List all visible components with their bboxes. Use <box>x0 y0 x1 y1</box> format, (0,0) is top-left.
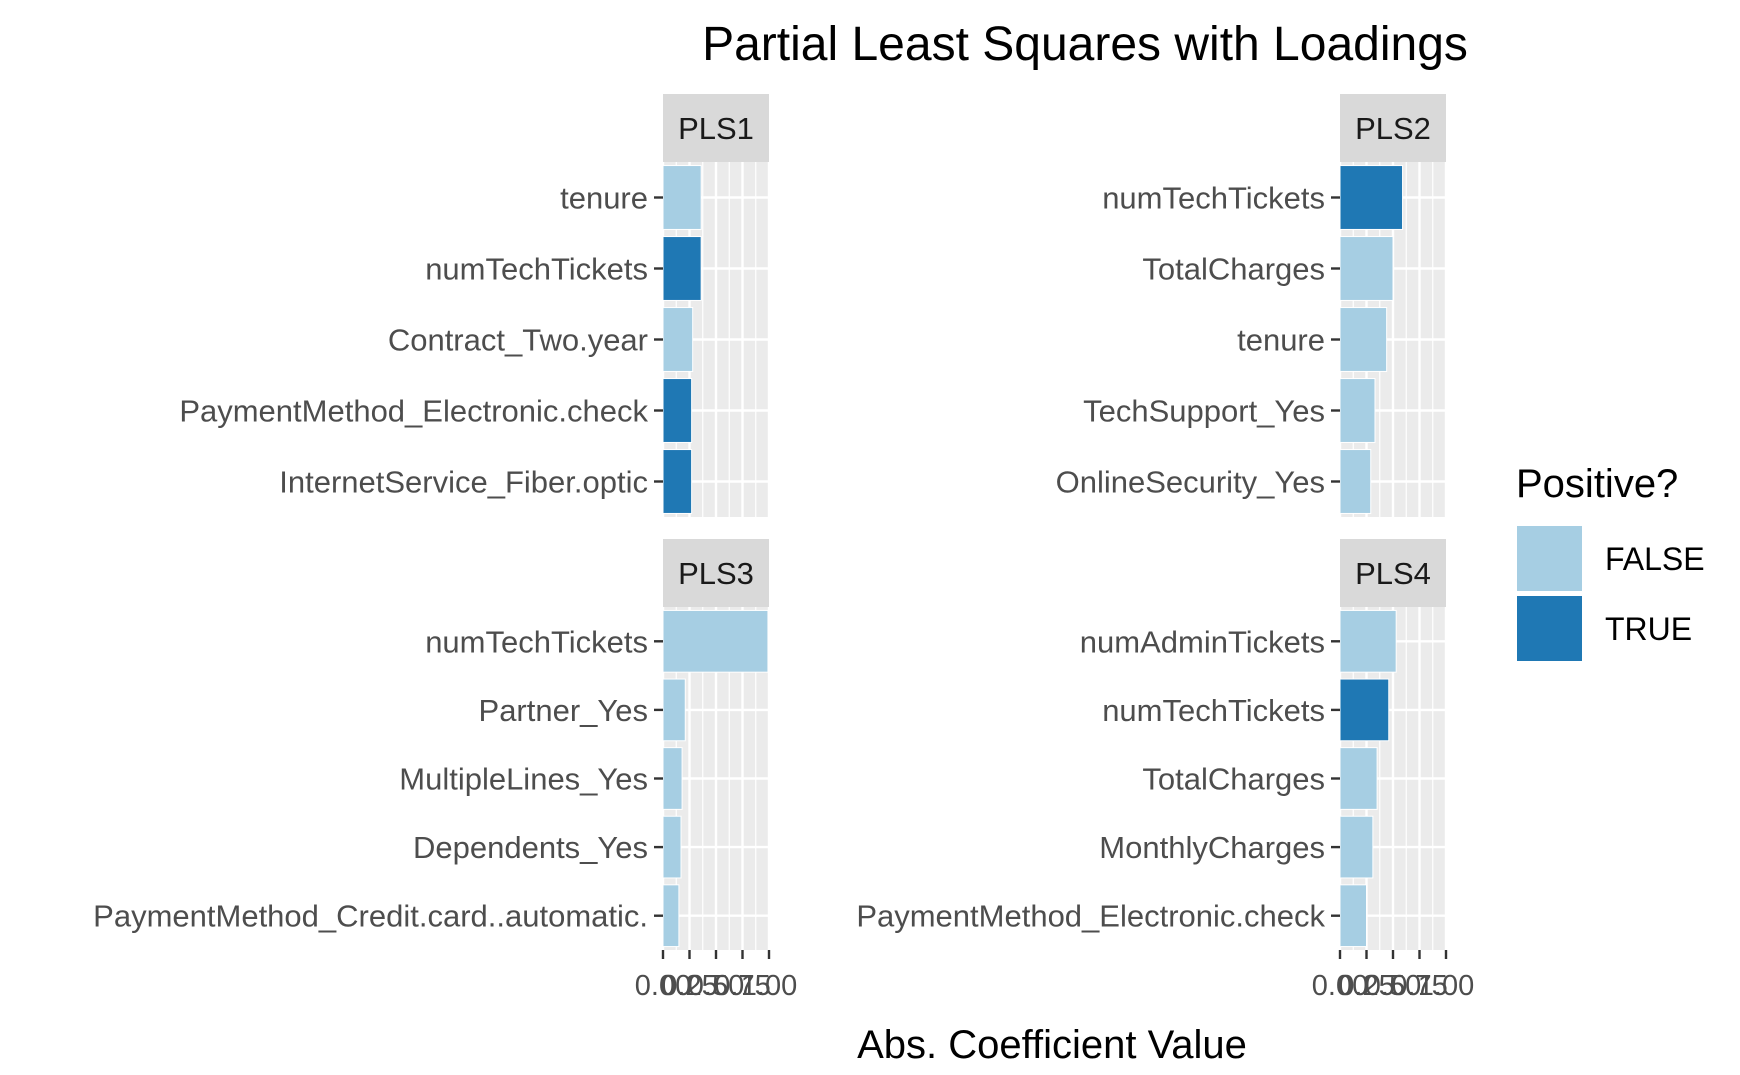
legend-label-false: FALSE <box>1605 541 1705 577</box>
bar-numTechTickets <box>1339 678 1390 742</box>
y-tick-label: numAdminTickets <box>1080 624 1325 659</box>
y-tick-label: numTechTickets <box>1102 693 1325 728</box>
x-tick-label: 0.00 <box>1312 970 1368 1002</box>
bar-tenure <box>662 165 702 230</box>
y-tick-label: Partner_Yes <box>479 693 648 728</box>
bar-PaymentMethod_Electronic.check <box>662 378 693 443</box>
bar-TotalCharges <box>1339 747 1378 810</box>
facet-strip-label: PLS1 <box>678 111 754 146</box>
y-tick-label: OnlineSecurity_Yes <box>1056 465 1325 500</box>
facet-pls3: PLS3 numTechTickets Partner_Yes MultipleLin… <box>93 539 797 1002</box>
y-tick-label: TechSupport_Yes <box>1083 394 1325 429</box>
facet-pls1: PLS1 tenure numTechTickets Contract_Two.yea… <box>179 94 771 517</box>
legend-key-false <box>1515 524 1584 593</box>
x-tick-label: 0.50 <box>1365 970 1421 1002</box>
y-tick-label: PaymentMethod_Electronic.check <box>179 394 648 429</box>
facet-strip <box>1340 94 1446 162</box>
y-tick-label: tenure <box>1237 323 1325 358</box>
facet-strip-label: PLS3 <box>678 556 754 591</box>
bar-Contract_Two.year <box>662 307 694 372</box>
y-tick-label: PaymentMethod_Electronic.check <box>856 899 1325 934</box>
bar-TotalCharges <box>1339 236 1394 301</box>
facet-strip <box>1340 539 1446 607</box>
y-tick-label: PaymentMethod_Credit.card..automatic. <box>93 899 648 934</box>
y-tick-label: InternetService_Fiber.optic <box>279 465 648 500</box>
chart-title: Partial Least Squares with Loadings <box>702 18 1468 71</box>
x-tick-label: 0.00 <box>635 970 691 1002</box>
facet-strip <box>663 539 769 607</box>
bar-numTechTickets <box>662 609 769 673</box>
bar-OnlineSecurity_Yes <box>1339 449 1372 514</box>
facet-strip <box>663 94 769 162</box>
bar-numTechTickets <box>1339 165 1404 230</box>
x-tick-label: 0.75 <box>714 970 770 1002</box>
legend-label-true: TRUE <box>1605 611 1692 647</box>
bar-PaymentMethod_Electronic.check <box>1339 884 1367 948</box>
bar-MultipleLines_Yes <box>662 747 683 810</box>
facet-pls4: PLS4 numAdminTickets numTechTickets TotalCh… <box>856 539 1474 1002</box>
bar-numAdminTickets <box>1339 609 1397 673</box>
x-tick-label: 1.00 <box>1418 970 1474 1002</box>
y-tick-label: numTechTickets <box>425 624 648 659</box>
y-tick-label: numTechTickets <box>425 252 648 287</box>
bar-MonthlyCharges <box>1339 815 1374 879</box>
y-tick-label: TotalCharges <box>1142 762 1325 797</box>
x-tick-label: 1.00 <box>741 970 797 1002</box>
y-tick-label: Dependents_Yes <box>413 830 648 865</box>
facet-pls2: PLS2 numTechTickets TotalCharges tenure Tech… <box>1056 94 1448 517</box>
x-tick-label: 0.50 <box>688 970 744 1002</box>
y-tick-label: MonthlyCharges <box>1099 830 1325 865</box>
y-tick-label: numTechTickets <box>1102 181 1325 216</box>
legend-title: Positive? <box>1516 462 1678 506</box>
bar-TechSupport_Yes <box>1339 378 1376 443</box>
bar-numTechTickets <box>662 236 702 301</box>
bar-Partner_Yes <box>662 678 686 742</box>
bar-tenure <box>1339 307 1388 372</box>
bar-PaymentMethod_Credit.card..automatic. <box>662 884 680 948</box>
x-tick-label: 0.25 <box>661 970 717 1002</box>
x-axis-title: Abs. Coefficient Value <box>857 1023 1247 1067</box>
legend-key-true <box>1515 594 1584 663</box>
bar-Dependents_Yes <box>662 815 682 879</box>
x-tick-label: 0.25 <box>1338 970 1394 1002</box>
facet-panels: PLS1 tenure numTechTickets Contract_Two.yea… <box>93 94 1474 1002</box>
y-tick-label: Contract_Two.year <box>388 323 648 358</box>
x-tick-label: 0.75 <box>1391 970 1447 1002</box>
y-tick-label: TotalCharges <box>1142 252 1325 287</box>
facet-strip-label: PLS4 <box>1355 556 1431 591</box>
legend: Positive? FALSE TRUE <box>1515 462 1705 663</box>
y-tick-label: tenure <box>560 181 648 216</box>
facet-strip-label: PLS2 <box>1355 111 1431 146</box>
bar-InternetService_Fiber.optic <box>662 449 693 514</box>
y-tick-label: MultipleLines_Yes <box>399 762 648 797</box>
